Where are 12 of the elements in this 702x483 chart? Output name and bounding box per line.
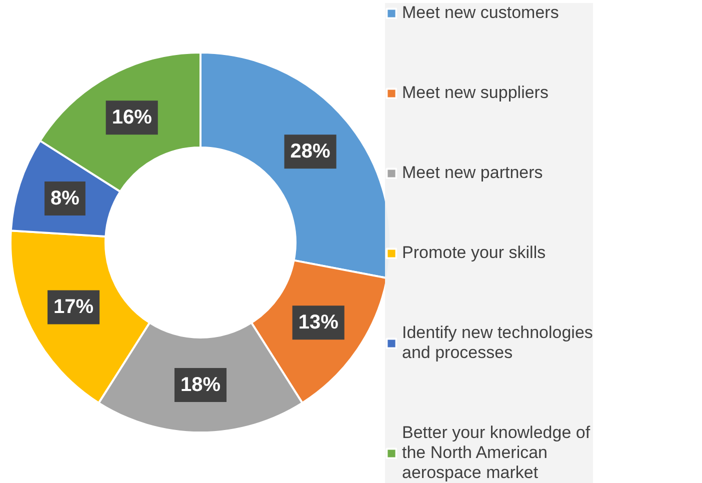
legend-label: Meet new customers [402, 3, 559, 23]
data-label: 28% [290, 140, 331, 163]
legend-label: Meet new partners [402, 163, 543, 183]
data-label: 18% [180, 374, 221, 396]
data-label: 13% [298, 312, 339, 334]
data-label: 8% [50, 187, 80, 210]
legend-label: Promote your skills [402, 243, 546, 263]
legend-label: Meet new suppliers [402, 83, 548, 103]
legend-label: Better your knowledge of the North American aerospace market [402, 423, 590, 483]
data-label: 16% [112, 106, 152, 129]
data-label: 17% [54, 296, 94, 318]
legend-label: Identify new technologies and processes [402, 323, 593, 363]
